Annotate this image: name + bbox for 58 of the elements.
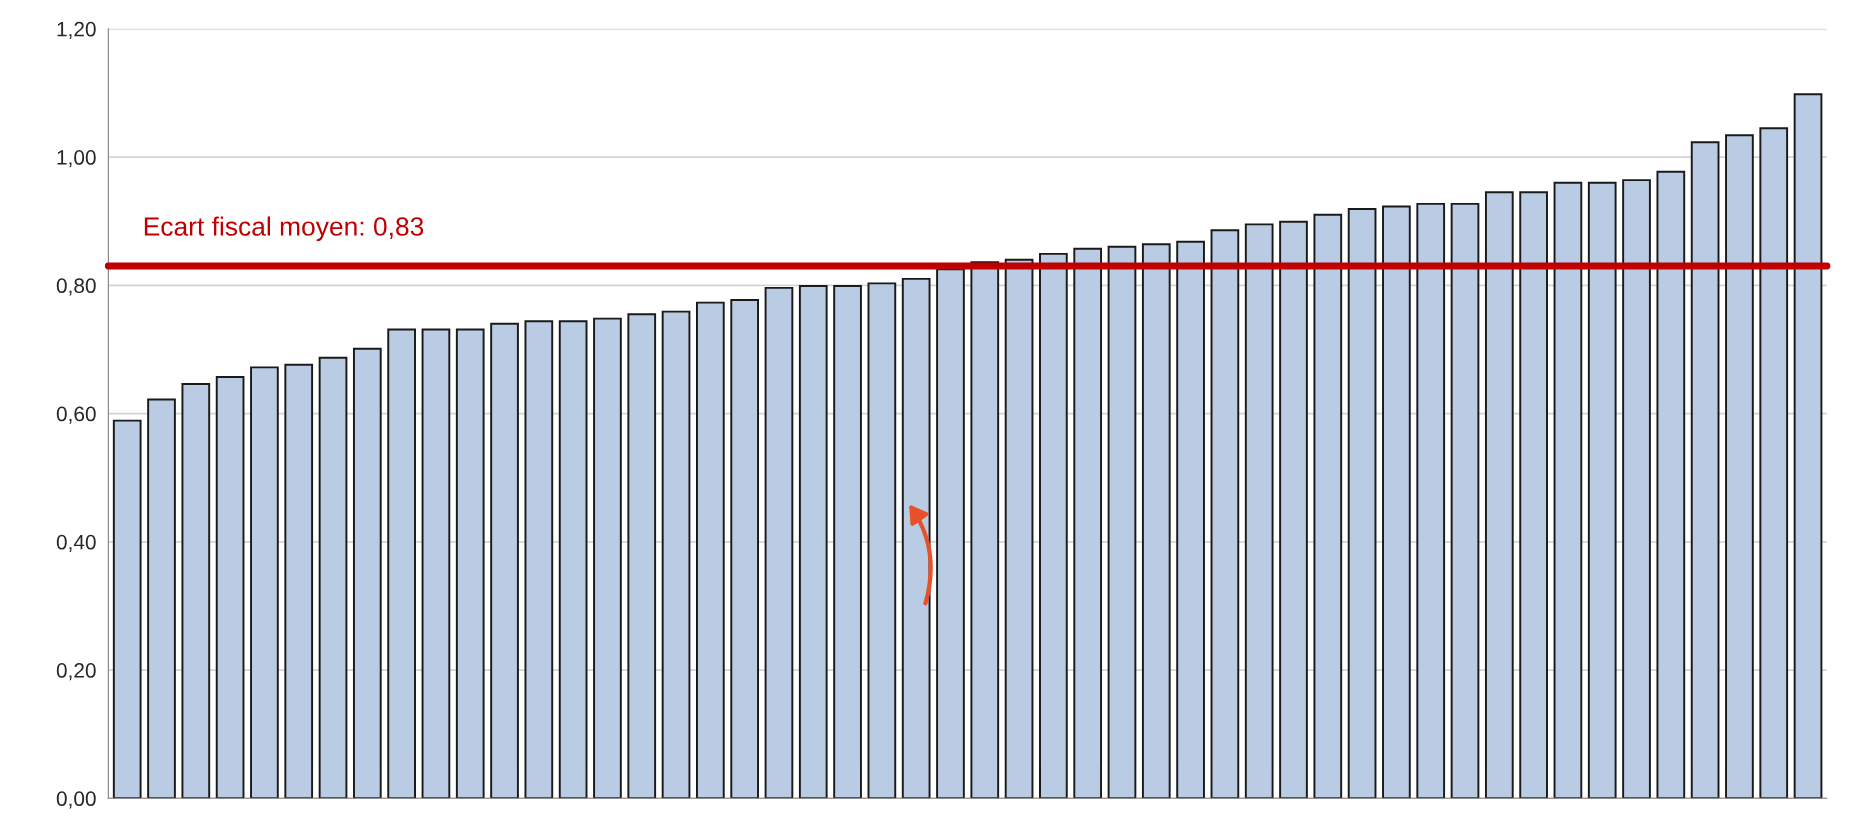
bar [1622,179,1651,799]
bar [250,366,279,799]
bar [627,313,657,799]
bar [558,320,588,799]
bar [318,356,348,799]
y-tick-label: 0,80 [56,278,96,296]
bar [593,317,622,799]
bar [284,363,314,799]
bar [1279,220,1308,799]
bar [1382,205,1411,799]
bar [1039,252,1068,799]
bar [696,301,725,799]
bar [1347,208,1377,799]
bar [112,419,142,799]
bar [352,347,382,799]
bar [387,328,416,799]
bar [1759,127,1789,799]
y-tick-label: 0,00 [56,791,96,809]
bar [1450,202,1480,799]
bar [867,282,897,799]
bar [421,328,451,799]
y-tick-label: 1,20 [57,21,96,40]
bar [1690,141,1720,799]
bar [1073,247,1103,799]
bar [1793,93,1823,799]
bar [181,383,211,799]
bar [1553,181,1583,799]
bar [1210,229,1240,799]
bar [455,328,485,799]
ref-line-label: Ecart fiscal moyen: 0,83 [144,216,424,242]
bar [215,376,245,799]
y-tick-label: 0,20 [56,663,96,681]
bar [147,398,176,799]
bar [524,320,554,799]
y-tick-label: 0,40 [56,534,96,553]
bar [798,284,828,799]
bar [1244,223,1274,799]
y-tick-label: 0,60 [56,406,96,424]
bar [1176,240,1205,799]
bar [1725,134,1754,799]
bar [970,261,1000,799]
bar [1107,245,1137,799]
bar [1656,170,1686,799]
bar [1141,243,1171,799]
bar [1484,191,1514,799]
bar [833,284,862,799]
bar [901,277,931,799]
bar [1004,258,1034,799]
bar [1313,213,1343,799]
bar [1519,191,1548,799]
bar [764,286,794,799]
bar [730,299,760,799]
bar [936,268,965,799]
bar [1416,202,1446,799]
bar [1587,181,1617,799]
y-tick-label: 1,00 [57,150,96,168]
bar [490,322,519,799]
bar [661,310,691,799]
